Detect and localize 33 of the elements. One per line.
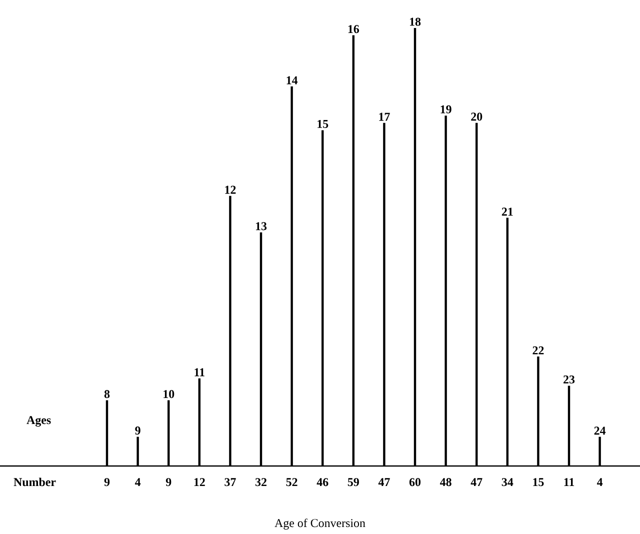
- data-label: 37: [224, 478, 236, 486]
- x-tick-label: 14: [286, 76, 298, 84]
- x-tick-label: 16: [348, 25, 360, 34]
- data-label: 9: [166, 478, 172, 486]
- x-tick-label: 8: [104, 390, 110, 398]
- data-label: 32: [255, 478, 266, 486]
- data-label: 52: [286, 478, 298, 486]
- data-label: 9: [104, 478, 110, 486]
- data-label: 34: [502, 478, 514, 486]
- data-label: 15: [533, 478, 544, 486]
- x-tick-label: 23: [564, 375, 575, 384]
- data-label: 12: [194, 478, 205, 486]
- data-label: 47: [470, 478, 482, 486]
- data-label: 47: [378, 478, 390, 486]
- x-tick-label: 19: [440, 105, 452, 114]
- x-axis-title: Age of Conversion: [274, 518, 366, 530]
- x-tick-label: 20: [471, 112, 482, 121]
- x-tick-label: 24: [594, 426, 606, 435]
- x-tick-label: 22: [532, 346, 544, 354]
- data-label: 60: [409, 478, 421, 486]
- x-tick-label: 21: [502, 208, 513, 216]
- data-label: 46: [316, 478, 328, 486]
- data-label: 59: [348, 478, 359, 486]
- x-tick-label: 13: [256, 222, 267, 230]
- x-tick-label: 10: [164, 390, 174, 398]
- x-tick-label: 17: [379, 112, 390, 121]
- data-label: 4: [134, 478, 141, 486]
- text: Number: [14, 478, 56, 486]
- text: Ages: [26, 416, 51, 427]
- data-label: 11: [564, 478, 574, 486]
- data-label: 4: [596, 478, 603, 486]
- data-label: 48: [440, 478, 452, 486]
- x-tick-label: 18: [410, 18, 421, 26]
